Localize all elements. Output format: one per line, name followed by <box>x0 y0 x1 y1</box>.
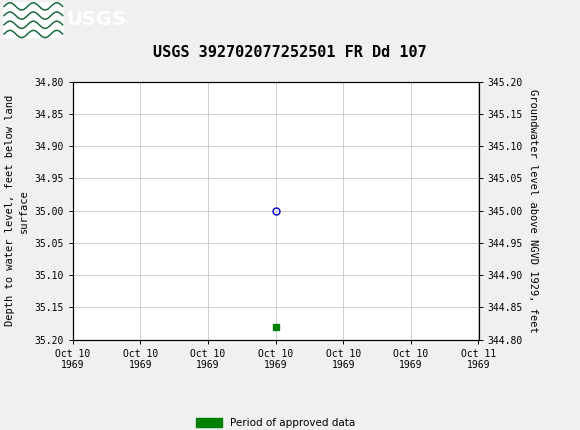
Y-axis label: Groundwater level above NGVD 1929, feet: Groundwater level above NGVD 1929, feet <box>528 89 538 332</box>
Text: USGS: USGS <box>67 10 126 30</box>
Legend: Period of approved data: Period of approved data <box>191 414 360 430</box>
Y-axis label: Depth to water level, feet below land
surface: Depth to water level, feet below land su… <box>5 95 28 326</box>
Bar <box>3 2 64 38</box>
Text: USGS 392702077252501 FR Dd 107: USGS 392702077252501 FR Dd 107 <box>153 45 427 60</box>
